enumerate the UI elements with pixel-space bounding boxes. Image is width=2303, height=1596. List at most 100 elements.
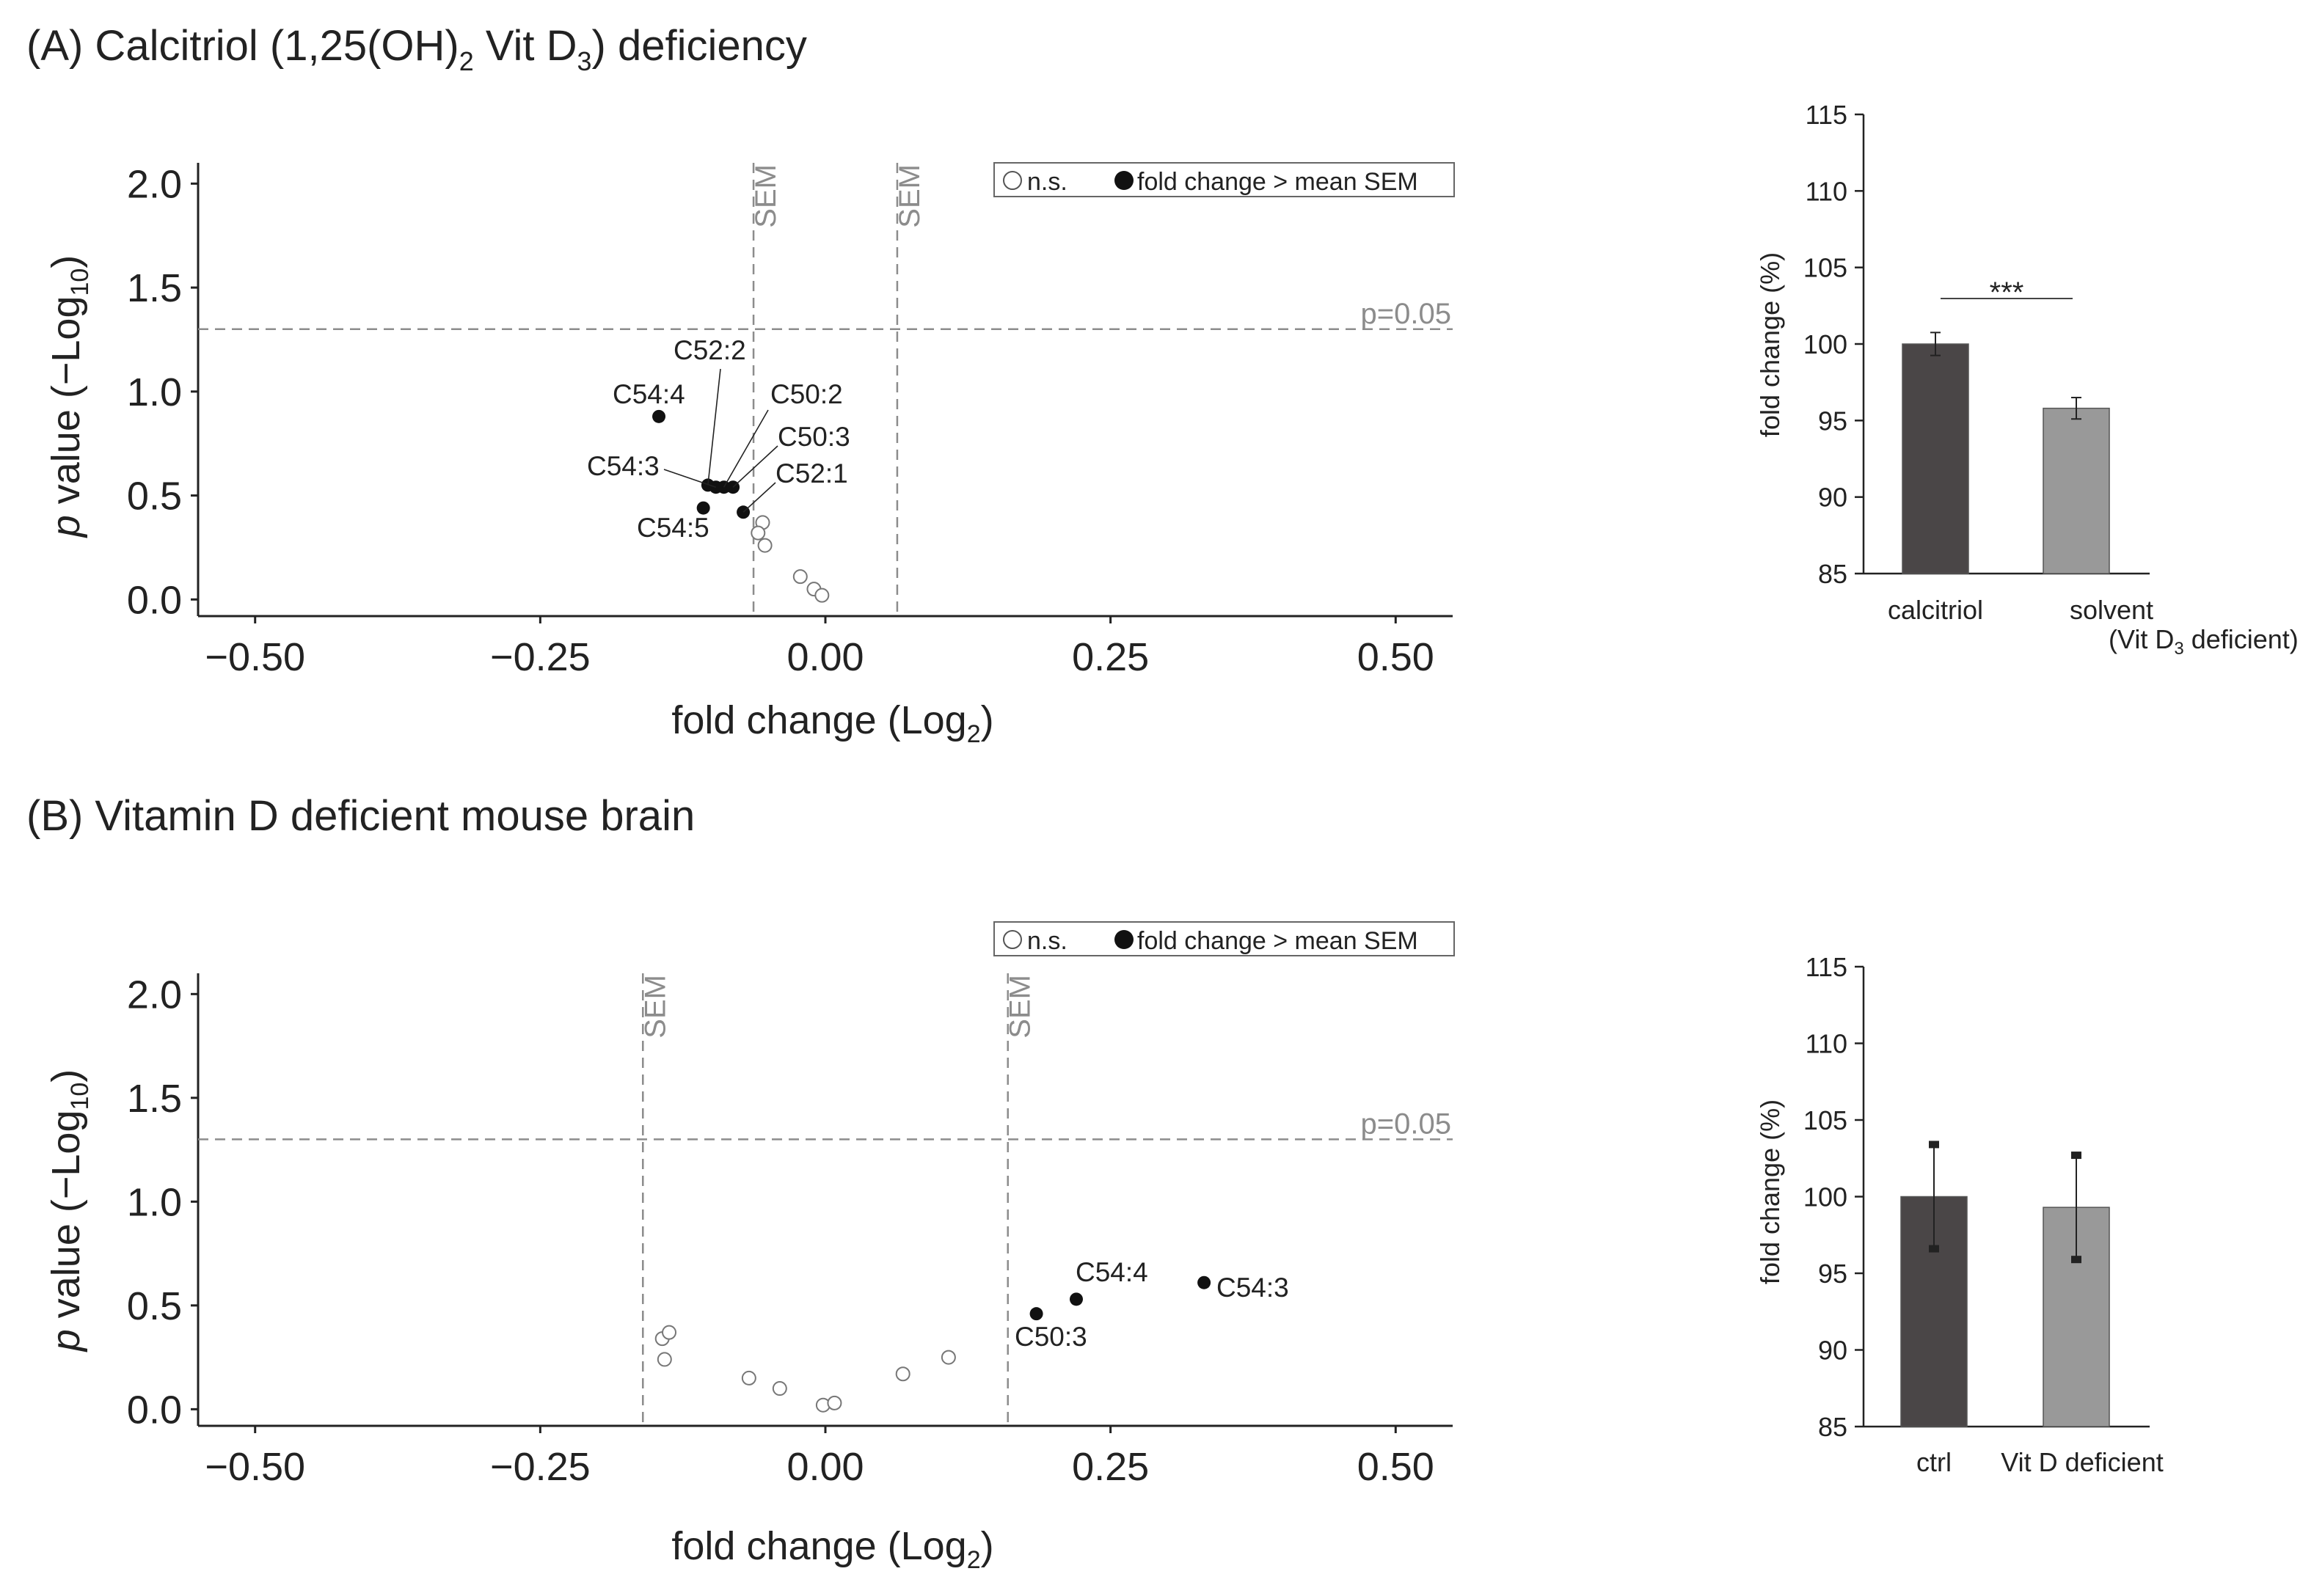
sig-point xyxy=(1070,1292,1083,1306)
x-tick-label: −0.50 xyxy=(205,635,305,679)
legend-sig-label: fold change > mean SEM xyxy=(1137,168,1418,196)
point-label: C50:2 xyxy=(770,379,843,409)
y-tick-label: 1.5 xyxy=(127,266,182,310)
x-tick-label: −0.25 xyxy=(490,1445,591,1489)
volcano-b-ylabel: p value (−Log10) xyxy=(44,1069,94,1353)
x-tick-label: 0.25 xyxy=(1072,635,1149,679)
ns-point xyxy=(772,1381,787,1396)
ns-point xyxy=(895,1366,910,1382)
y-tick-label: 100 xyxy=(1803,329,1847,359)
y-tick-label: 90 xyxy=(1818,1336,1847,1366)
x-tick-label: −0.25 xyxy=(490,635,591,679)
y-tick-label: 115 xyxy=(1806,100,1847,130)
point-label: C54:4 xyxy=(613,379,685,409)
bar-chart-a: fold change (%) *** (Vit D3 deficient) 8… xyxy=(1755,100,2299,659)
sig-point xyxy=(696,501,710,515)
point-label: C52:1 xyxy=(775,458,848,488)
label-leader-line xyxy=(732,445,778,488)
category-label: calcitriol xyxy=(1888,595,1983,625)
ns-point xyxy=(757,538,773,553)
bar-a-ylabel: fold change (%) xyxy=(1755,252,1785,437)
legend-box xyxy=(993,921,1455,956)
legend-ns-marker xyxy=(1003,171,1022,190)
volcano-a-ylabel: p value (−Log10) xyxy=(44,255,94,539)
significance-marker: *** xyxy=(1990,277,2024,309)
x-tick-label: 0.50 xyxy=(1357,635,1434,679)
legend-sig-marker xyxy=(1114,930,1134,949)
bar xyxy=(1902,343,1969,574)
legend-ns-label: n.s. xyxy=(1027,168,1067,196)
y-tick-label: 95 xyxy=(1818,406,1847,436)
y-tick-label: 85 xyxy=(1818,1412,1847,1442)
panel-b-title: (B) Vitamin D deficient mouse brain xyxy=(26,792,695,840)
y-tick-label: 100 xyxy=(1803,1182,1847,1212)
point-label: C50:3 xyxy=(778,422,850,452)
y-tick-label: 110 xyxy=(1806,176,1847,206)
y-tick-label: 1.0 xyxy=(127,1180,182,1224)
y-tick-label: 110 xyxy=(1806,1029,1847,1059)
bar-b-ylabel: fold change (%) xyxy=(1755,1099,1785,1284)
legend-sig-label: fold change > mean SEM xyxy=(1137,927,1418,955)
ns-point xyxy=(657,1352,672,1367)
bar-a-category-2-line-2: (Vit D3 deficient) xyxy=(2109,624,2299,659)
label-leader-line xyxy=(707,368,721,486)
legend-ns-marker xyxy=(1003,930,1022,949)
y-tick-label: 0.5 xyxy=(127,475,182,519)
legend-sig-marker xyxy=(1114,171,1134,190)
label-leader-line xyxy=(742,482,776,513)
y-tick-label: 115 xyxy=(1806,952,1847,982)
x-tick-label: 0.50 xyxy=(1357,1445,1434,1489)
legend-a: n.s. fold change > mean SEM xyxy=(993,162,1455,197)
p-threshold-label: p=0.05 xyxy=(1361,1108,1451,1140)
point-label: C54:3 xyxy=(1216,1273,1289,1303)
y-tick-label: 0.0 xyxy=(127,1388,182,1432)
y-tick-label: 90 xyxy=(1818,483,1847,513)
ns-point xyxy=(814,587,830,603)
category-label: solvent xyxy=(2070,595,2153,625)
sem-label: SEM xyxy=(894,164,926,228)
y-tick-label: 0.5 xyxy=(127,1284,182,1328)
sig-point xyxy=(652,409,666,423)
x-tick-label: 0.00 xyxy=(786,635,864,679)
legend-box xyxy=(993,162,1455,197)
sem-label: SEM xyxy=(639,975,671,1039)
point-label: C54:4 xyxy=(1076,1257,1148,1287)
point-label: C54:5 xyxy=(637,513,709,543)
point-label: C50:3 xyxy=(1015,1322,1087,1352)
label-leader-line xyxy=(723,409,769,488)
ns-point xyxy=(662,1325,677,1340)
label-leader-line xyxy=(663,469,717,488)
category-label: ctrl xyxy=(1916,1447,1952,1477)
ns-point xyxy=(751,525,766,541)
bar xyxy=(2043,407,2110,574)
x-tick-label: 0.00 xyxy=(786,1445,864,1489)
bar-chart-b: fold change (%) 85 90 95 100 105 110 115 ctrl Vi… xyxy=(1755,952,2164,1477)
p-threshold-label: p=0.05 xyxy=(1361,298,1451,330)
x-tick-label: −0.50 xyxy=(205,1445,305,1489)
y-tick-label: 2.0 xyxy=(127,162,182,206)
y-tick-label: 105 xyxy=(1803,1105,1847,1135)
y-tick-label: 1.5 xyxy=(127,1077,182,1121)
ns-point xyxy=(941,1350,956,1365)
ns-point xyxy=(827,1395,842,1410)
y-tick-label: 85 xyxy=(1818,559,1847,589)
panel-a-title: (A) Calcitriol (1,25(OH)2 Vit D3) defici… xyxy=(26,22,807,76)
point-label: C54:3 xyxy=(587,451,660,481)
volcano-plot-a: fold change (Log2) p value (−Log10) n.s.… xyxy=(44,162,1455,748)
volcano-b-xlabel: fold change (Log2) xyxy=(671,1524,993,1574)
x-tick-label: 0.25 xyxy=(1072,1445,1149,1489)
volcano-a-xlabel: fold change (Log2) xyxy=(671,698,993,748)
y-tick-label: 1.0 xyxy=(127,370,182,414)
point-label: C52:2 xyxy=(674,335,746,365)
y-tick-label: 2.0 xyxy=(127,973,182,1017)
sig-point xyxy=(1029,1307,1043,1321)
ns-point xyxy=(792,569,808,585)
y-tick-label: 105 xyxy=(1803,253,1847,283)
volcano-plot-b: fold change (Log2) p value (−Log10) n.s.… xyxy=(44,921,1455,1574)
sem-label: SEM xyxy=(1004,975,1037,1039)
category-label: Vit D deficient xyxy=(2001,1447,2163,1477)
sig-point xyxy=(1197,1275,1211,1289)
y-tick-label: 95 xyxy=(1818,1259,1847,1289)
legend-b: n.s. fold change > mean SEM xyxy=(993,921,1455,956)
